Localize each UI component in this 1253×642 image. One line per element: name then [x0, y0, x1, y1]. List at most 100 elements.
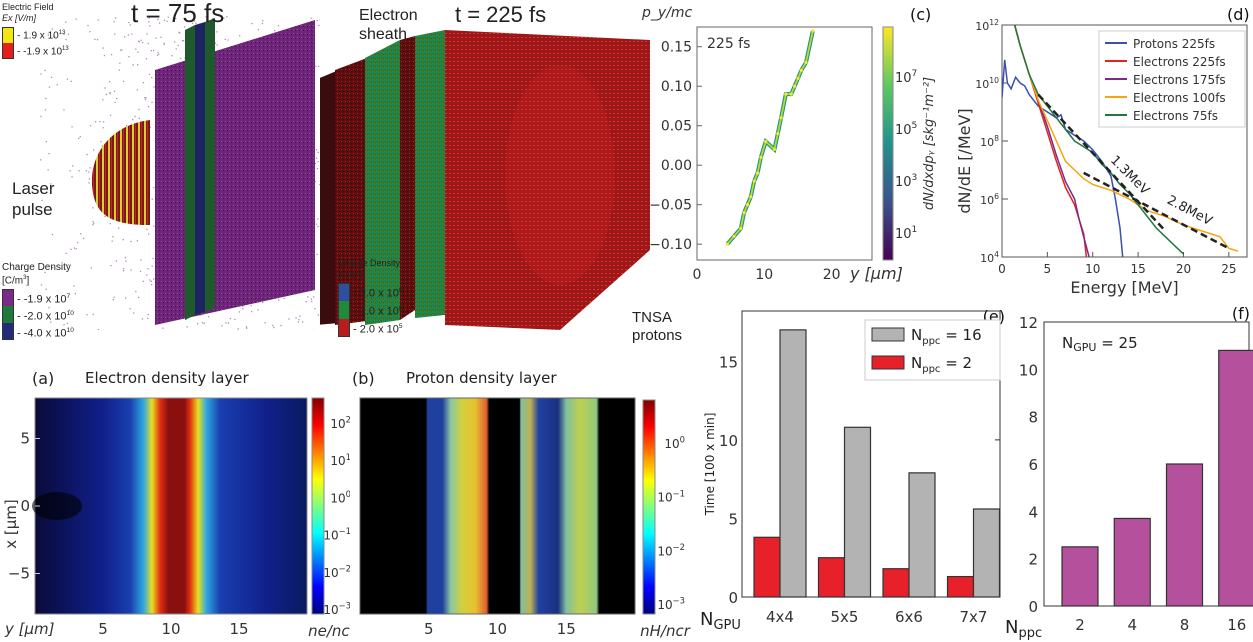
cloud-dot [278, 299, 280, 301]
cloud-dot [142, 280, 144, 282]
legend-exp: 13 [58, 30, 66, 37]
cloud-dot [63, 33, 65, 36]
cloud-dot [74, 293, 76, 295]
cloud-dot [146, 274, 148, 276]
panel-a-label: (a) [32, 369, 55, 388]
cloud-dot [52, 35, 55, 38]
phase-point [764, 139, 768, 144]
cloud-dot [133, 312, 135, 314]
cloud-dot [50, 76, 53, 78]
cloud-dot [317, 65, 320, 68]
cloud-dot [70, 248, 72, 250]
cloud-dot [40, 284, 43, 286]
cloud-dot [229, 317, 231, 320]
cloud-dot [316, 253, 318, 256]
cloud-dot [163, 43, 165, 45]
tnsa-label: TNSA protons [632, 309, 683, 345]
cloud-dot [93, 149, 95, 151]
phase-point [732, 234, 736, 238]
y-tick-label: 0.00 [661, 158, 692, 174]
cloud-dot [317, 225, 319, 228]
cloud-dot [146, 228, 148, 231]
fit-line [1083, 171, 1230, 250]
cloud-dot [103, 121, 105, 123]
cloud-dot [251, 310, 253, 313]
cloud-dot [158, 53, 160, 55]
sheath-layer-left [365, 40, 400, 325]
cloud-dot [93, 222, 95, 224]
colorbar-c [882, 26, 894, 261]
cloud-dot [148, 21, 150, 23]
y-tick-label: −0.05 [649, 198, 692, 214]
cloud-dot [257, 309, 259, 311]
cloud-dot [66, 78, 69, 80]
cloud-dot [153, 225, 155, 227]
cloud-dot [40, 73, 42, 75]
cloud-dot [124, 36, 126, 38]
legend-label: Protons 225fs [1133, 37, 1215, 51]
cloud-dot [152, 257, 154, 260]
cloud-dot [129, 308, 131, 310]
cloud-dot [157, 18, 159, 20]
colorbar-tick-label: 101 [895, 225, 917, 242]
y-tick-label: 5 [728, 510, 738, 528]
cloud-dot [246, 327, 248, 329]
x-tick-label: 2 [1075, 616, 1085, 634]
panel-b-chart: 5 10 15 100 10−1 10−2 10−3 nH/ncr [359, 397, 691, 640]
cloud-dot [92, 220, 94, 223]
y-tick-label: 104 [980, 250, 999, 265]
cloud-dot [92, 207, 94, 209]
x-tick-label: 15 [1130, 262, 1145, 276]
sheath-label: Electron sheath [359, 6, 418, 44]
cloud-dot [86, 314, 88, 316]
cloud-dot [41, 199, 43, 202]
cloud-dot [136, 89, 138, 91]
cloud-dot [148, 73, 151, 76]
cloud-dot [50, 183, 52, 185]
cloud-dot [127, 34, 130, 36]
cloud-dot [97, 329, 100, 331]
cloud-dot [318, 24, 320, 27]
cloud-dot [163, 19, 166, 21]
cloud-dot [274, 30, 276, 32]
y-tick-label: 8 [1028, 409, 1038, 427]
cloud-dot [83, 237, 85, 240]
sheath-label-line1: Electron [359, 7, 418, 24]
cloud-dot [78, 170, 80, 172]
cloud-dot [251, 22, 253, 25]
x-tick-label: 4 [1127, 616, 1137, 634]
cloud-dot [153, 86, 155, 88]
cloud-dot [280, 324, 282, 327]
cloud-dot [158, 22, 161, 24]
cloud-dot [147, 268, 149, 270]
legend-entry: - 1.9 x 1013 [2, 27, 69, 43]
cloud-dot [314, 180, 316, 183]
cloud-dot [298, 319, 300, 321]
cloud-dot [225, 322, 227, 324]
cloud-dot [105, 93, 107, 96]
x-tick-label: 4x4 [766, 608, 794, 626]
cloud-dot [122, 268, 125, 270]
y-tick-label: 5 [20, 430, 30, 448]
cloud-dot [179, 32, 181, 34]
y-tick-label: 15 [719, 353, 738, 371]
phase-point [811, 29, 815, 33]
phase-point [752, 179, 756, 183]
bar [1113, 517, 1151, 607]
legend-value: - 1.0 x 108 [353, 304, 403, 318]
cloud-dot [144, 98, 147, 101]
cloud-dot [115, 260, 117, 262]
phase-point [725, 242, 729, 246]
legend-exp: 13 [62, 46, 69, 53]
legend-entry: - -4.0 x 1010 [2, 323, 74, 341]
legend-exp: 7 [66, 292, 71, 300]
legend-exp: 10 [66, 326, 74, 334]
x-tick-label: 8 [1180, 616, 1190, 634]
cloud-dot [238, 311, 241, 313]
cloud-dot [115, 17, 117, 19]
cloud-dot [109, 114, 112, 116]
y-tick-label: 10 [719, 432, 738, 450]
phase-point [742, 211, 746, 215]
cloud-dot [73, 285, 75, 287]
legend-label: Nppc = 2 [911, 354, 972, 375]
